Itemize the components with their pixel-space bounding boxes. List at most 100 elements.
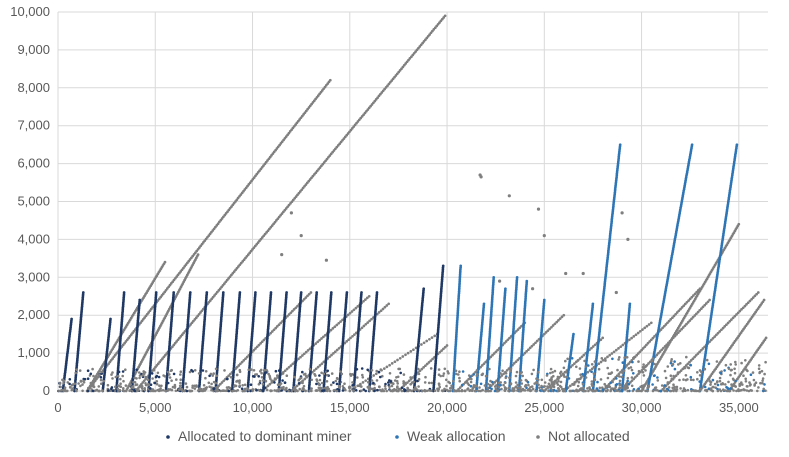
data-point <box>549 367 553 371</box>
data-point <box>597 389 600 392</box>
data-point <box>347 338 350 342</box>
data-point <box>581 271 585 276</box>
x-tick-label: 20,000 <box>427 400 467 415</box>
data-point <box>320 337 323 340</box>
data-point <box>92 385 96 389</box>
data-point <box>445 384 448 388</box>
data-point <box>144 382 147 385</box>
data-point <box>537 383 540 387</box>
data-point <box>306 349 310 352</box>
data-point <box>260 376 264 379</box>
data-point <box>98 389 101 393</box>
data-point <box>340 372 344 376</box>
data-point <box>512 362 516 365</box>
data-point <box>552 388 556 392</box>
data-point <box>221 291 225 294</box>
data-point <box>150 372 154 375</box>
data-point <box>408 389 411 392</box>
data-point <box>646 341 650 345</box>
data-point <box>500 374 504 377</box>
data-point <box>488 367 491 371</box>
data-point <box>135 368 138 372</box>
data-point <box>109 317 112 321</box>
data-point <box>693 355 696 359</box>
data-point <box>544 331 548 334</box>
data-point <box>134 383 137 387</box>
data-point <box>152 368 156 372</box>
data-point <box>723 369 726 372</box>
data-point <box>527 348 530 352</box>
data-point <box>566 357 569 361</box>
data-point <box>347 386 351 389</box>
data-point <box>729 373 732 377</box>
data-point <box>504 376 508 380</box>
data-point <box>149 383 153 387</box>
data-point <box>331 327 335 330</box>
data-point <box>730 383 733 386</box>
data-point <box>439 374 443 378</box>
data-point <box>592 365 596 369</box>
data-point <box>738 309 742 313</box>
data-point <box>598 386 602 390</box>
data-point <box>301 388 305 392</box>
data-point <box>295 384 299 388</box>
data-point <box>684 389 687 393</box>
data-point <box>218 382 222 386</box>
data-point <box>666 321 669 325</box>
data-point <box>58 382 62 385</box>
data-point <box>390 362 394 365</box>
data-point <box>562 387 566 391</box>
data-point <box>549 389 552 392</box>
data-point <box>709 387 713 390</box>
data-point <box>730 368 733 372</box>
data-point <box>690 295 694 299</box>
data-point <box>679 362 682 365</box>
data-point <box>71 387 74 390</box>
data-point <box>466 382 470 385</box>
data-point <box>515 275 519 279</box>
data-point <box>604 384 608 388</box>
data-point <box>503 341 506 345</box>
data-point <box>708 298 711 302</box>
data-point <box>626 389 629 393</box>
data-point <box>458 376 461 380</box>
data-point <box>610 371 614 374</box>
data-point <box>610 388 613 391</box>
data-point <box>750 297 753 301</box>
data-point <box>117 389 120 393</box>
data-point <box>633 375 637 379</box>
data-point <box>520 382 524 385</box>
data-point <box>493 381 497 384</box>
data-point <box>370 379 374 382</box>
data-point <box>367 380 370 384</box>
data-point <box>686 378 689 381</box>
data-point <box>633 355 636 359</box>
data-point <box>573 362 576 365</box>
data-point <box>758 370 762 374</box>
data-point <box>550 380 553 384</box>
data-point <box>670 359 673 363</box>
data-point <box>619 370 622 374</box>
data-point <box>688 319 692 322</box>
data-point <box>514 329 518 333</box>
data-point <box>454 369 458 373</box>
data-point <box>307 292 311 296</box>
data-point <box>417 372 421 376</box>
data-point <box>153 381 157 385</box>
data-point <box>330 353 333 357</box>
data-point <box>599 360 603 364</box>
data-point <box>659 328 663 331</box>
data-point <box>335 376 339 380</box>
data-point <box>583 359 586 363</box>
data-point <box>721 382 724 385</box>
data-point <box>576 359 580 362</box>
data-point <box>253 375 256 378</box>
data-point <box>276 376 279 379</box>
data-point <box>562 313 566 317</box>
data-point <box>297 382 301 385</box>
y-tick-label: 7,000 <box>17 118 50 133</box>
data-point <box>689 359 693 362</box>
data-point <box>474 370 477 374</box>
data-point <box>393 379 397 382</box>
data-point <box>144 376 148 379</box>
